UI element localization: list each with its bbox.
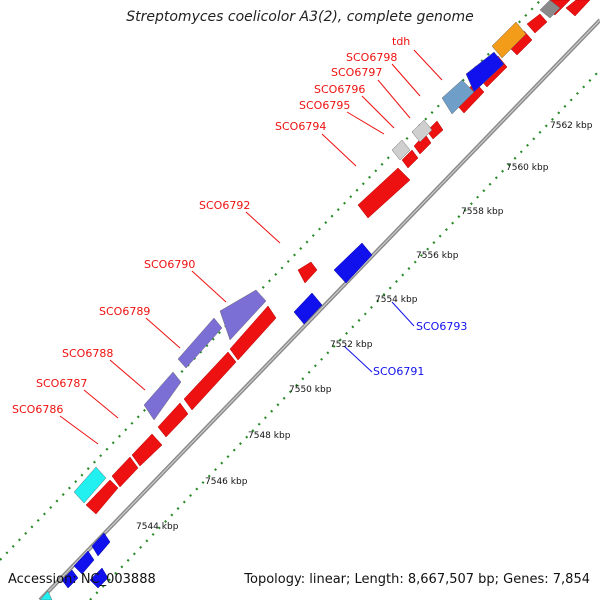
tick-7548: 7548 kbp xyxy=(248,431,291,441)
reverse-labels: SCO6791 SCO6793 xyxy=(373,320,467,378)
gene-purple-sco6789[interactable] xyxy=(219,289,267,341)
accession-text: Accession: NC_003888 xyxy=(8,572,156,587)
tick-7544: 7544 kbp xyxy=(136,522,179,532)
genome-title: Streptomyces coelicolor A3(2), complete … xyxy=(126,9,474,25)
gene-light-2[interactable] xyxy=(411,119,433,143)
tick-7556: 7556 kbp xyxy=(416,251,459,261)
label-sco6796[interactable]: SCO6796 xyxy=(314,83,365,96)
gene-purple-sco6788[interactable] xyxy=(177,317,223,369)
tick-7554: 7554 kbp xyxy=(375,295,418,305)
genome-summary-text: Topology: linear; Length: 8,667,507 bp; … xyxy=(244,572,590,587)
label-sco6790[interactable]: SCO6790 xyxy=(144,258,195,271)
genome-backbone xyxy=(38,18,600,600)
label-sco6791[interactable]: SCO6791 xyxy=(373,365,424,378)
scale-ticks: 7544 kbp 7546 kbp 7548 kbp 7550 kbp 7552… xyxy=(136,121,593,532)
forward-genes[interactable] xyxy=(85,0,591,515)
tick-7552: 7552 kbp xyxy=(330,340,373,350)
tick-7550: 7550 kbp xyxy=(289,385,332,395)
label-sco6786[interactable]: SCO6786 xyxy=(12,403,63,416)
gene-cyan[interactable] xyxy=(73,466,107,504)
gene-cyan-lower[interactable] xyxy=(39,590,53,600)
gene-steelblue-tdh[interactable] xyxy=(441,79,475,115)
label-sco6792[interactable]: SCO6792 xyxy=(199,199,250,212)
label-sco6789[interactable]: SCO6789 xyxy=(99,305,150,318)
dotted-guide-line xyxy=(89,69,600,600)
label-sco6793[interactable]: SCO6793 xyxy=(416,320,467,333)
forward-labels: SCO6786 SCO6787 SCO6788 SCO6789 SCO6790 … xyxy=(12,35,410,416)
label-sco6788[interactable]: SCO6788 xyxy=(62,347,113,360)
label-sco6795[interactable]: SCO6795 xyxy=(299,99,350,112)
label-sco6794[interactable]: SCO6794 xyxy=(275,120,326,133)
reverse-genes[interactable] xyxy=(61,242,373,589)
label-sco6798[interactable]: SCO6798 xyxy=(346,51,397,64)
label-sco6787[interactable]: SCO6787 xyxy=(36,377,87,390)
gene-darkgrey[interactable] xyxy=(539,0,561,19)
tick-7560: 7560 kbp xyxy=(506,163,549,173)
label-leaders xyxy=(59,49,443,445)
gene-purple-sco6787[interactable] xyxy=(143,371,182,421)
tick-7546: 7546 kbp xyxy=(205,477,248,487)
tick-7562: 7562 kbp xyxy=(550,121,593,131)
label-tdh[interactable]: tdh xyxy=(392,35,410,48)
gene-light-1[interactable] xyxy=(391,139,411,161)
tick-7558: 7558 kbp xyxy=(461,207,504,217)
label-sco6797[interactable]: SCO6797 xyxy=(331,66,382,79)
gene-orange[interactable] xyxy=(491,21,527,59)
gene-blue-forward[interactable] xyxy=(465,51,505,93)
